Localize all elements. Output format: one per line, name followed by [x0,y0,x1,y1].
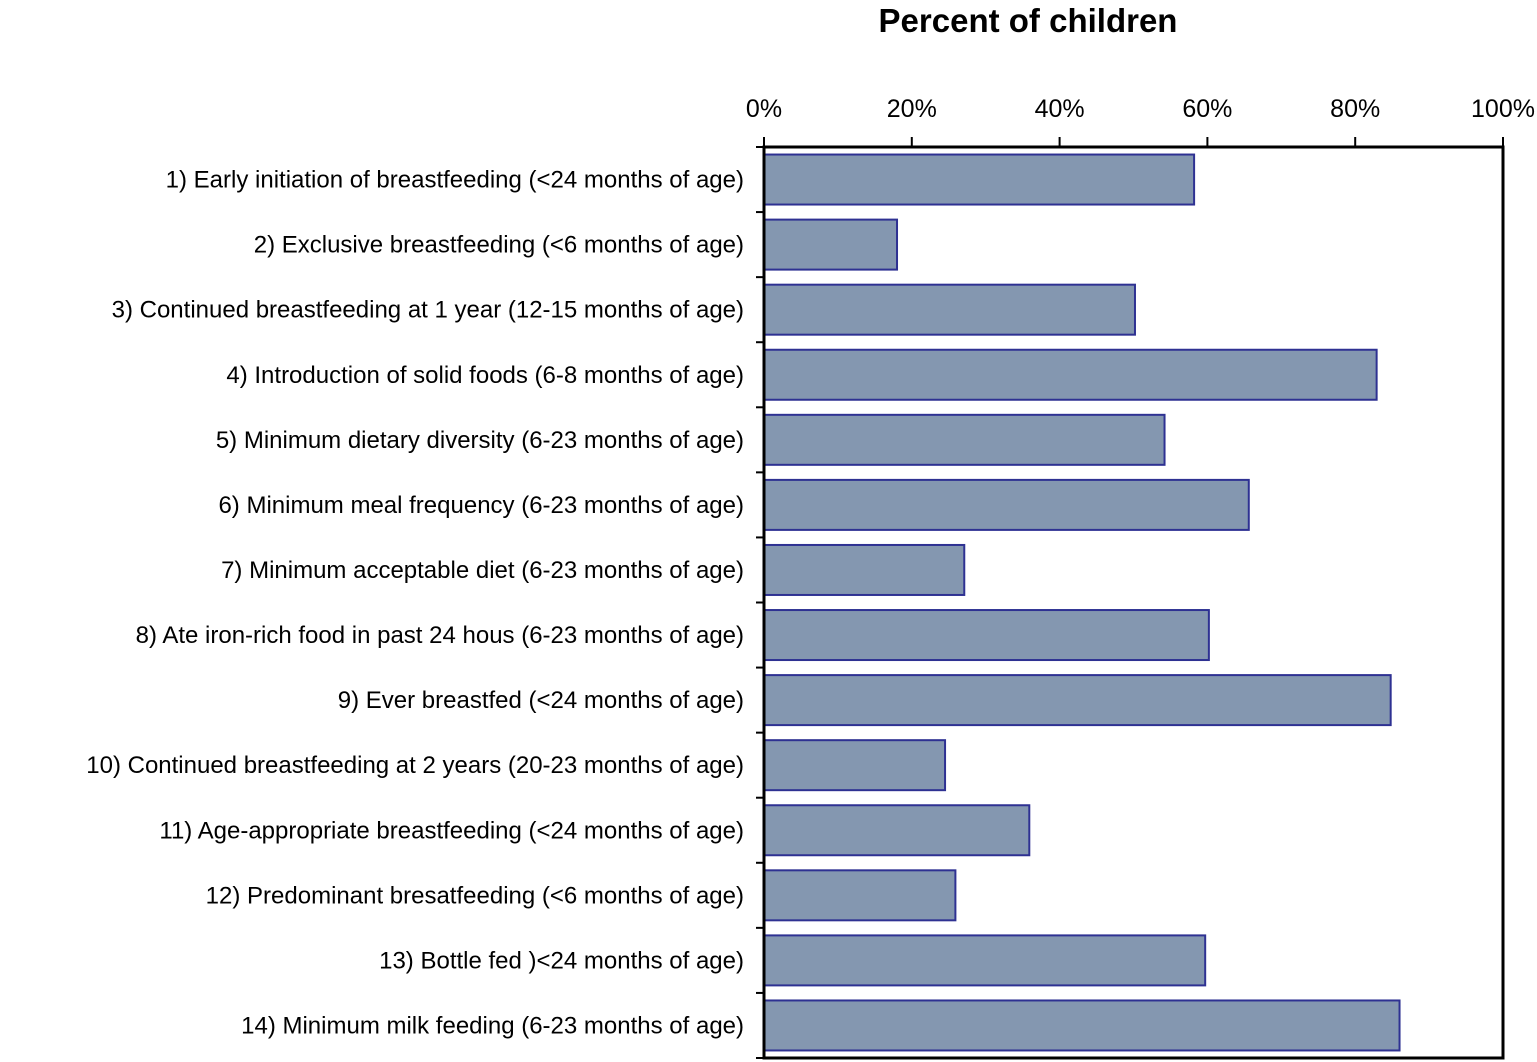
category-label: 13) Bottle fed )<24 months of age) [379,947,744,974]
bar [763,153,1196,206]
category-label: 8) Ate iron-rich food in past 24 hous (6… [136,622,744,649]
bar [763,348,1378,401]
bar [763,609,1210,662]
bar [763,869,957,922]
x-tick-label: 60% [1182,95,1232,123]
category-label: 1) Early initiation of breastfeeding (<2… [166,167,744,194]
bar [763,218,899,271]
bar [763,674,1392,727]
category-label: 3) Continued breastfeeding at 1 year (12… [112,297,744,324]
bar [763,804,1031,857]
x-tick-label: 20% [887,95,937,123]
x-tick-label: 80% [1330,95,1380,123]
plot-area-frame [762,145,1505,1060]
bar [763,999,1401,1052]
bar [763,543,966,596]
category-label: 12) Predominant bresatfeeding (<6 months… [206,882,744,909]
category-label: 10) Continued breastfeeding at 2 years (… [86,752,744,779]
category-label: 9) Ever breastfed (<24 months of age) [338,687,744,714]
category-label: 5) Minimum dietary diversity (6-23 month… [216,427,744,454]
category-labels: 1) Early initiation of breastfeeding (<2… [86,146,764,1059]
category-label: 2) Exclusive breastfeeding (<6 months of… [254,232,744,259]
bar [763,478,1250,531]
category-label: 4) Introduction of solid foods (6-8 mont… [226,362,744,389]
category-label: 11) Age-appropriate breastfeeding (<24 m… [159,817,744,844]
bar [763,413,1166,466]
x-tick-label: 100% [1471,95,1535,123]
bar [763,283,1136,336]
x-axis-ticks: 0% 20% 40% 60% 80% 100% [746,95,1535,147]
chart-title: Percent of children [879,2,1178,39]
x-tick-label: 40% [1035,95,1085,123]
category-label: 6) Minimum meal frequency (6-23 months o… [218,492,744,519]
bars [763,153,1401,1052]
category-label: 7) Minimum acceptable diet (6-23 months … [221,557,744,584]
x-tick-label: 0% [746,95,782,123]
bar [763,739,947,792]
bar [763,934,1207,987]
category-label: 14) Minimum milk feeding (6-23 months of… [241,1012,744,1039]
